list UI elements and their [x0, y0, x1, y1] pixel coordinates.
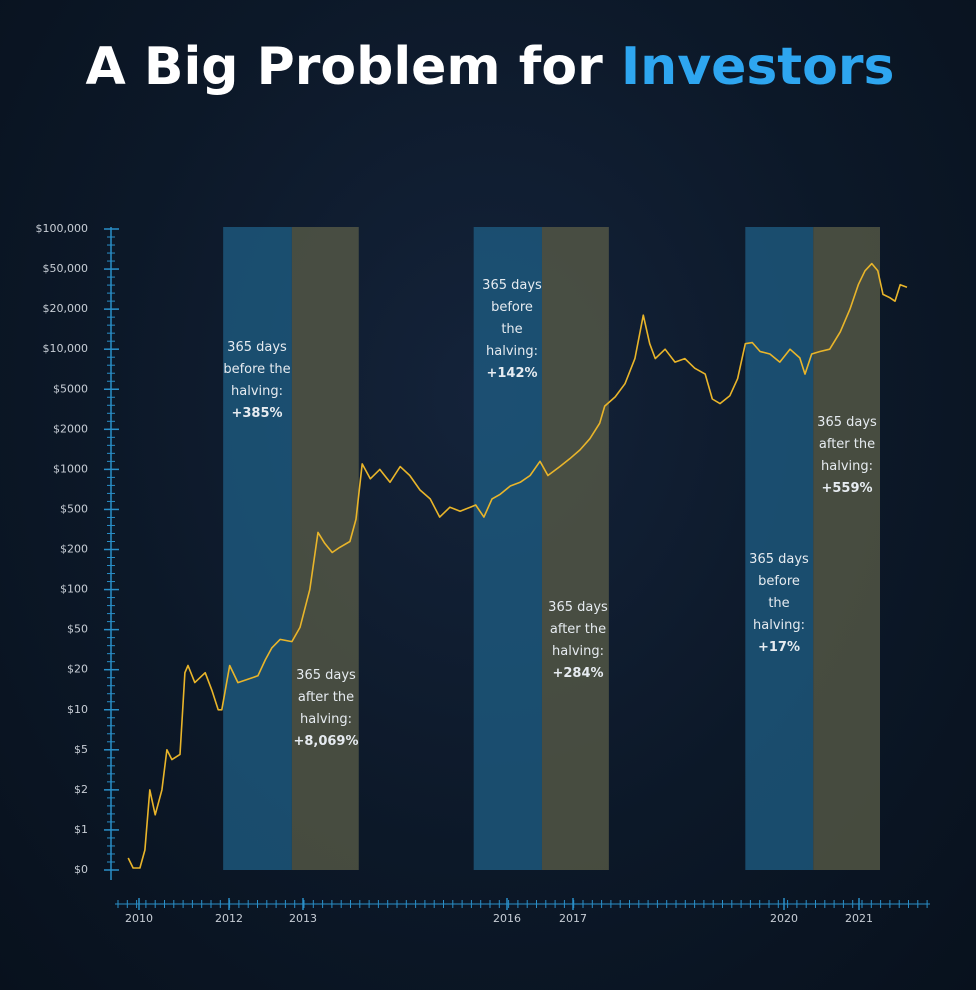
- y-tick-label: $1: [74, 823, 88, 836]
- band-label: 365 days before the halving: +142%: [479, 275, 545, 385]
- y-tick-label: $20: [67, 663, 88, 676]
- x-tick-label: 2017: [559, 912, 587, 925]
- band-text: 365 days before the halving:: [749, 552, 809, 633]
- y-tick-label: $0: [74, 863, 88, 876]
- x-tick-label: 2013: [289, 912, 317, 925]
- band-label: 365 days after the halving: +284%: [545, 597, 611, 685]
- halving-band: [291, 227, 359, 870]
- band-text: 365 days before the halving:: [482, 278, 542, 359]
- x-tick-label: 2012: [215, 912, 243, 925]
- x-tick-label: 2016: [493, 912, 521, 925]
- y-tick-label: $50,000: [43, 262, 89, 275]
- y-tick-label: $200: [60, 543, 88, 556]
- y-tick-label: $5: [74, 743, 88, 756]
- y-tick-label: $20,000: [43, 302, 89, 315]
- y-tick-label: $2: [74, 783, 88, 796]
- y-tick-label: $2000: [53, 422, 88, 435]
- x-tick-label: 2020: [770, 912, 798, 925]
- halving-band: [223, 227, 292, 870]
- y-tick-label: $1000: [53, 462, 88, 475]
- band-label: 365 days before the halving: +17%: [748, 549, 810, 659]
- band-label: 365 days after the halving: +8,069%: [289, 665, 363, 753]
- band-change: +17%: [757, 640, 800, 655]
- y-tick-label: $5000: [53, 382, 88, 395]
- halving-band: [813, 227, 880, 870]
- chart-title: A Big Problem for Investors: [86, 37, 895, 97]
- x-tick-label: 2010: [125, 912, 153, 925]
- band-text: 365 days after the halving:: [296, 668, 356, 727]
- y-tick-label: $10: [67, 703, 88, 716]
- band-text: 365 days after the halving:: [548, 600, 608, 659]
- band-text: 365 days after the halving:: [817, 415, 877, 474]
- band-text: 365 days before the halving:: [223, 340, 291, 399]
- y-tick-label: $100,000: [36, 222, 89, 235]
- title-part: A Big Problem for: [86, 37, 604, 97]
- halving-band: [745, 227, 814, 870]
- band-label: 365 days before the halving: +385%: [222, 337, 292, 425]
- price-line: [127, 262, 908, 869]
- band-change: +142%: [486, 366, 538, 381]
- y-tick-label: $50: [67, 623, 88, 636]
- x-tick-label: 2021: [845, 912, 873, 925]
- halving-band: [541, 227, 609, 870]
- band-change: +559%: [821, 481, 873, 496]
- y-tick-label: $100: [60, 583, 88, 596]
- band-label: 365 days after the halving: +559%: [816, 412, 878, 500]
- band-change: +8,069%: [293, 734, 359, 749]
- halving-band: [473, 227, 542, 870]
- band-change: +284%: [552, 666, 604, 681]
- title-highlight: Investors: [621, 37, 895, 97]
- y-tick-label: $500: [60, 502, 88, 515]
- y-tick-label: $10,000: [43, 342, 89, 355]
- band-change: +385%: [231, 406, 283, 421]
